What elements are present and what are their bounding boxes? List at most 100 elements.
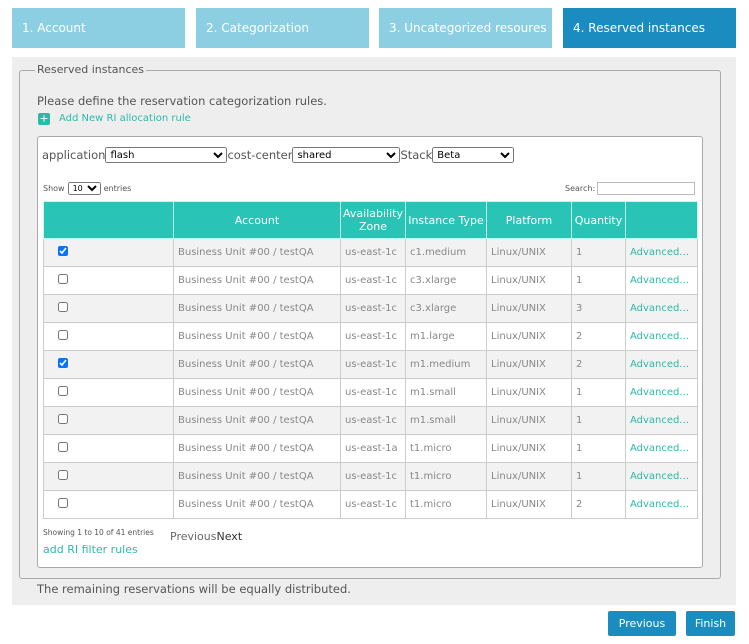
table-row: Business Unit #00 / testQA us-east-1c c3.x… (43, 294, 698, 323)
checkbox-cell (43, 462, 174, 491)
cell-zone: us-east-1c (340, 294, 406, 323)
table-row: Business Unit #00 / testQA us-east-1c m1.s… (43, 378, 698, 407)
filter-label: cost-center (227, 148, 293, 162)
cell-platform: Linux/UNIX (486, 378, 572, 407)
checkbox-cell (43, 434, 174, 463)
filter-select[interactable]: shared (292, 147, 401, 163)
checkbox-cell (43, 238, 174, 267)
entries-label: entries (103, 184, 132, 193)
advanced-link[interactable]: Advanced... (625, 406, 698, 435)
cell-quantity: 1 (571, 238, 626, 267)
row-checkbox[interactable] (58, 442, 68, 452)
advanced-link[interactable]: Advanced... (625, 462, 698, 491)
cell-type: t1.micro (405, 462, 487, 491)
cell-zone: us-east-1a (340, 434, 406, 463)
filter-select[interactable]: flash (105, 147, 228, 163)
table-row: Business Unit #00 / testQA us-east-1c c1.m… (43, 238, 698, 267)
table-row: Business Unit #00 / testQA us-east-1a t1.m… (43, 434, 698, 463)
cell-account: Business Unit #00 / testQA (173, 406, 341, 435)
cell-account: Business Unit #00 / testQA (173, 462, 341, 491)
cell-zone: us-east-1c (340, 378, 406, 407)
cell-platform: Linux/UNIX (486, 434, 572, 463)
checkbox-cell (43, 350, 174, 379)
cell-zone: us-east-1c (340, 266, 406, 295)
cell-platform: Linux/UNIX (486, 462, 572, 491)
row-checkbox[interactable] (58, 386, 68, 396)
fieldset-legend: Reserved instances (35, 63, 147, 76)
wizard-tab[interactable]: 4. Reserved instances (563, 8, 736, 48)
cell-type: c3.xlarge (405, 294, 487, 323)
cell-account: Business Unit #00 / testQA (173, 294, 341, 323)
previous-page[interactable]: Previous (170, 530, 217, 543)
checkbox-cell (43, 406, 174, 435)
table-info: Showing 1 to 10 of 41 entries (43, 528, 154, 537)
next-page[interactable]: Next (216, 530, 243, 543)
cell-zone: us-east-1c (340, 406, 406, 435)
distribution-note: The remaining reservations will be equal… (37, 582, 351, 596)
filter-label: application (42, 148, 106, 162)
row-checkbox[interactable] (58, 414, 68, 424)
row-checkbox[interactable] (58, 274, 68, 284)
cell-zone: us-east-1c (340, 462, 406, 491)
row-checkbox[interactable] (58, 358, 68, 368)
cell-quantity: 1 (571, 462, 626, 491)
add-filter-link[interactable]: add RI filter rules (43, 543, 138, 556)
previous-button[interactable]: Previous (608, 611, 676, 636)
table-row: Business Unit #00 / testQA us-east-1c c3.x… (43, 266, 698, 295)
length-select[interactable]: 10 (67, 182, 101, 195)
row-checkbox[interactable] (58, 302, 68, 312)
cell-zone: us-east-1c (340, 322, 406, 351)
advanced-link[interactable]: Advanced... (625, 266, 698, 295)
cell-zone: us-east-1c (340, 238, 406, 267)
add-rule-link[interactable]: Add New RI allocation rule (59, 113, 191, 124)
cell-account: Business Unit #00 / testQA (173, 266, 341, 295)
advanced-link[interactable]: Advanced... (625, 378, 698, 407)
checkbox-cell (43, 266, 174, 295)
header-cell (625, 201, 698, 239)
filter-select[interactable]: Beta (432, 147, 515, 163)
cell-zone: us-east-1c (340, 350, 406, 379)
cell-type: m1.medium (405, 350, 487, 379)
search-input[interactable] (597, 182, 696, 195)
cell-quantity: 2 (571, 490, 626, 519)
advanced-link[interactable]: Advanced... (625, 322, 698, 351)
row-checkbox[interactable] (58, 470, 68, 480)
table-row: Business Unit #00 / testQA us-east-1c m1.l… (43, 322, 698, 351)
advanced-link[interactable]: Advanced... (625, 434, 698, 463)
filter-row: application flash cost-center shared Stack Be… (42, 147, 515, 163)
cell-platform: Linux/UNIX (486, 490, 572, 519)
header-cell: Platform (486, 201, 572, 239)
table-row: Business Unit #00 / testQA us-east-1c m1.m… (43, 350, 698, 379)
wizard-tab[interactable]: 1. Account (12, 8, 185, 48)
finish-button[interactable]: Finish (686, 611, 735, 636)
cell-quantity: 1 (571, 434, 626, 463)
cell-quantity: 2 (571, 350, 626, 379)
checkbox-cell (43, 322, 174, 351)
row-checkbox[interactable] (58, 330, 68, 340)
cell-platform: Linux/UNIX (486, 322, 572, 351)
add-icon[interactable]: + (38, 112, 50, 125)
cell-type: m1.small (405, 378, 487, 407)
cell-platform: Linux/UNIX (486, 350, 572, 379)
cell-type: c3.xlarge (405, 266, 487, 295)
header-row: Account Availability Zone Instance Type Pla… (43, 201, 698, 239)
advanced-link[interactable]: Advanced... (625, 350, 698, 379)
checkbox-cell (43, 378, 174, 407)
advanced-link[interactable]: Advanced... (625, 490, 698, 519)
cell-quantity: 3 (571, 294, 626, 323)
show-label: Show (43, 184, 65, 193)
search-label: Search: (565, 184, 596, 193)
wizard-tab[interactable]: 3. Uncategorized resoures (379, 8, 552, 48)
header-cell: Availability Zone (340, 201, 406, 239)
cell-type: m1.large (405, 322, 487, 351)
row-checkbox[interactable] (58, 246, 68, 256)
length-control: Show 10 entries (43, 182, 131, 195)
advanced-link[interactable]: Advanced... (625, 294, 698, 323)
checkbox-cell (43, 294, 174, 323)
table-row: Business Unit #00 / testQA us-east-1c m1.s… (43, 406, 698, 435)
cell-zone: us-east-1c (340, 490, 406, 519)
advanced-link[interactable]: Advanced... (625, 238, 698, 267)
wizard-tab[interactable]: 2. Categorization (196, 8, 369, 48)
cell-platform: Linux/UNIX (486, 294, 572, 323)
row-checkbox[interactable] (58, 498, 68, 508)
